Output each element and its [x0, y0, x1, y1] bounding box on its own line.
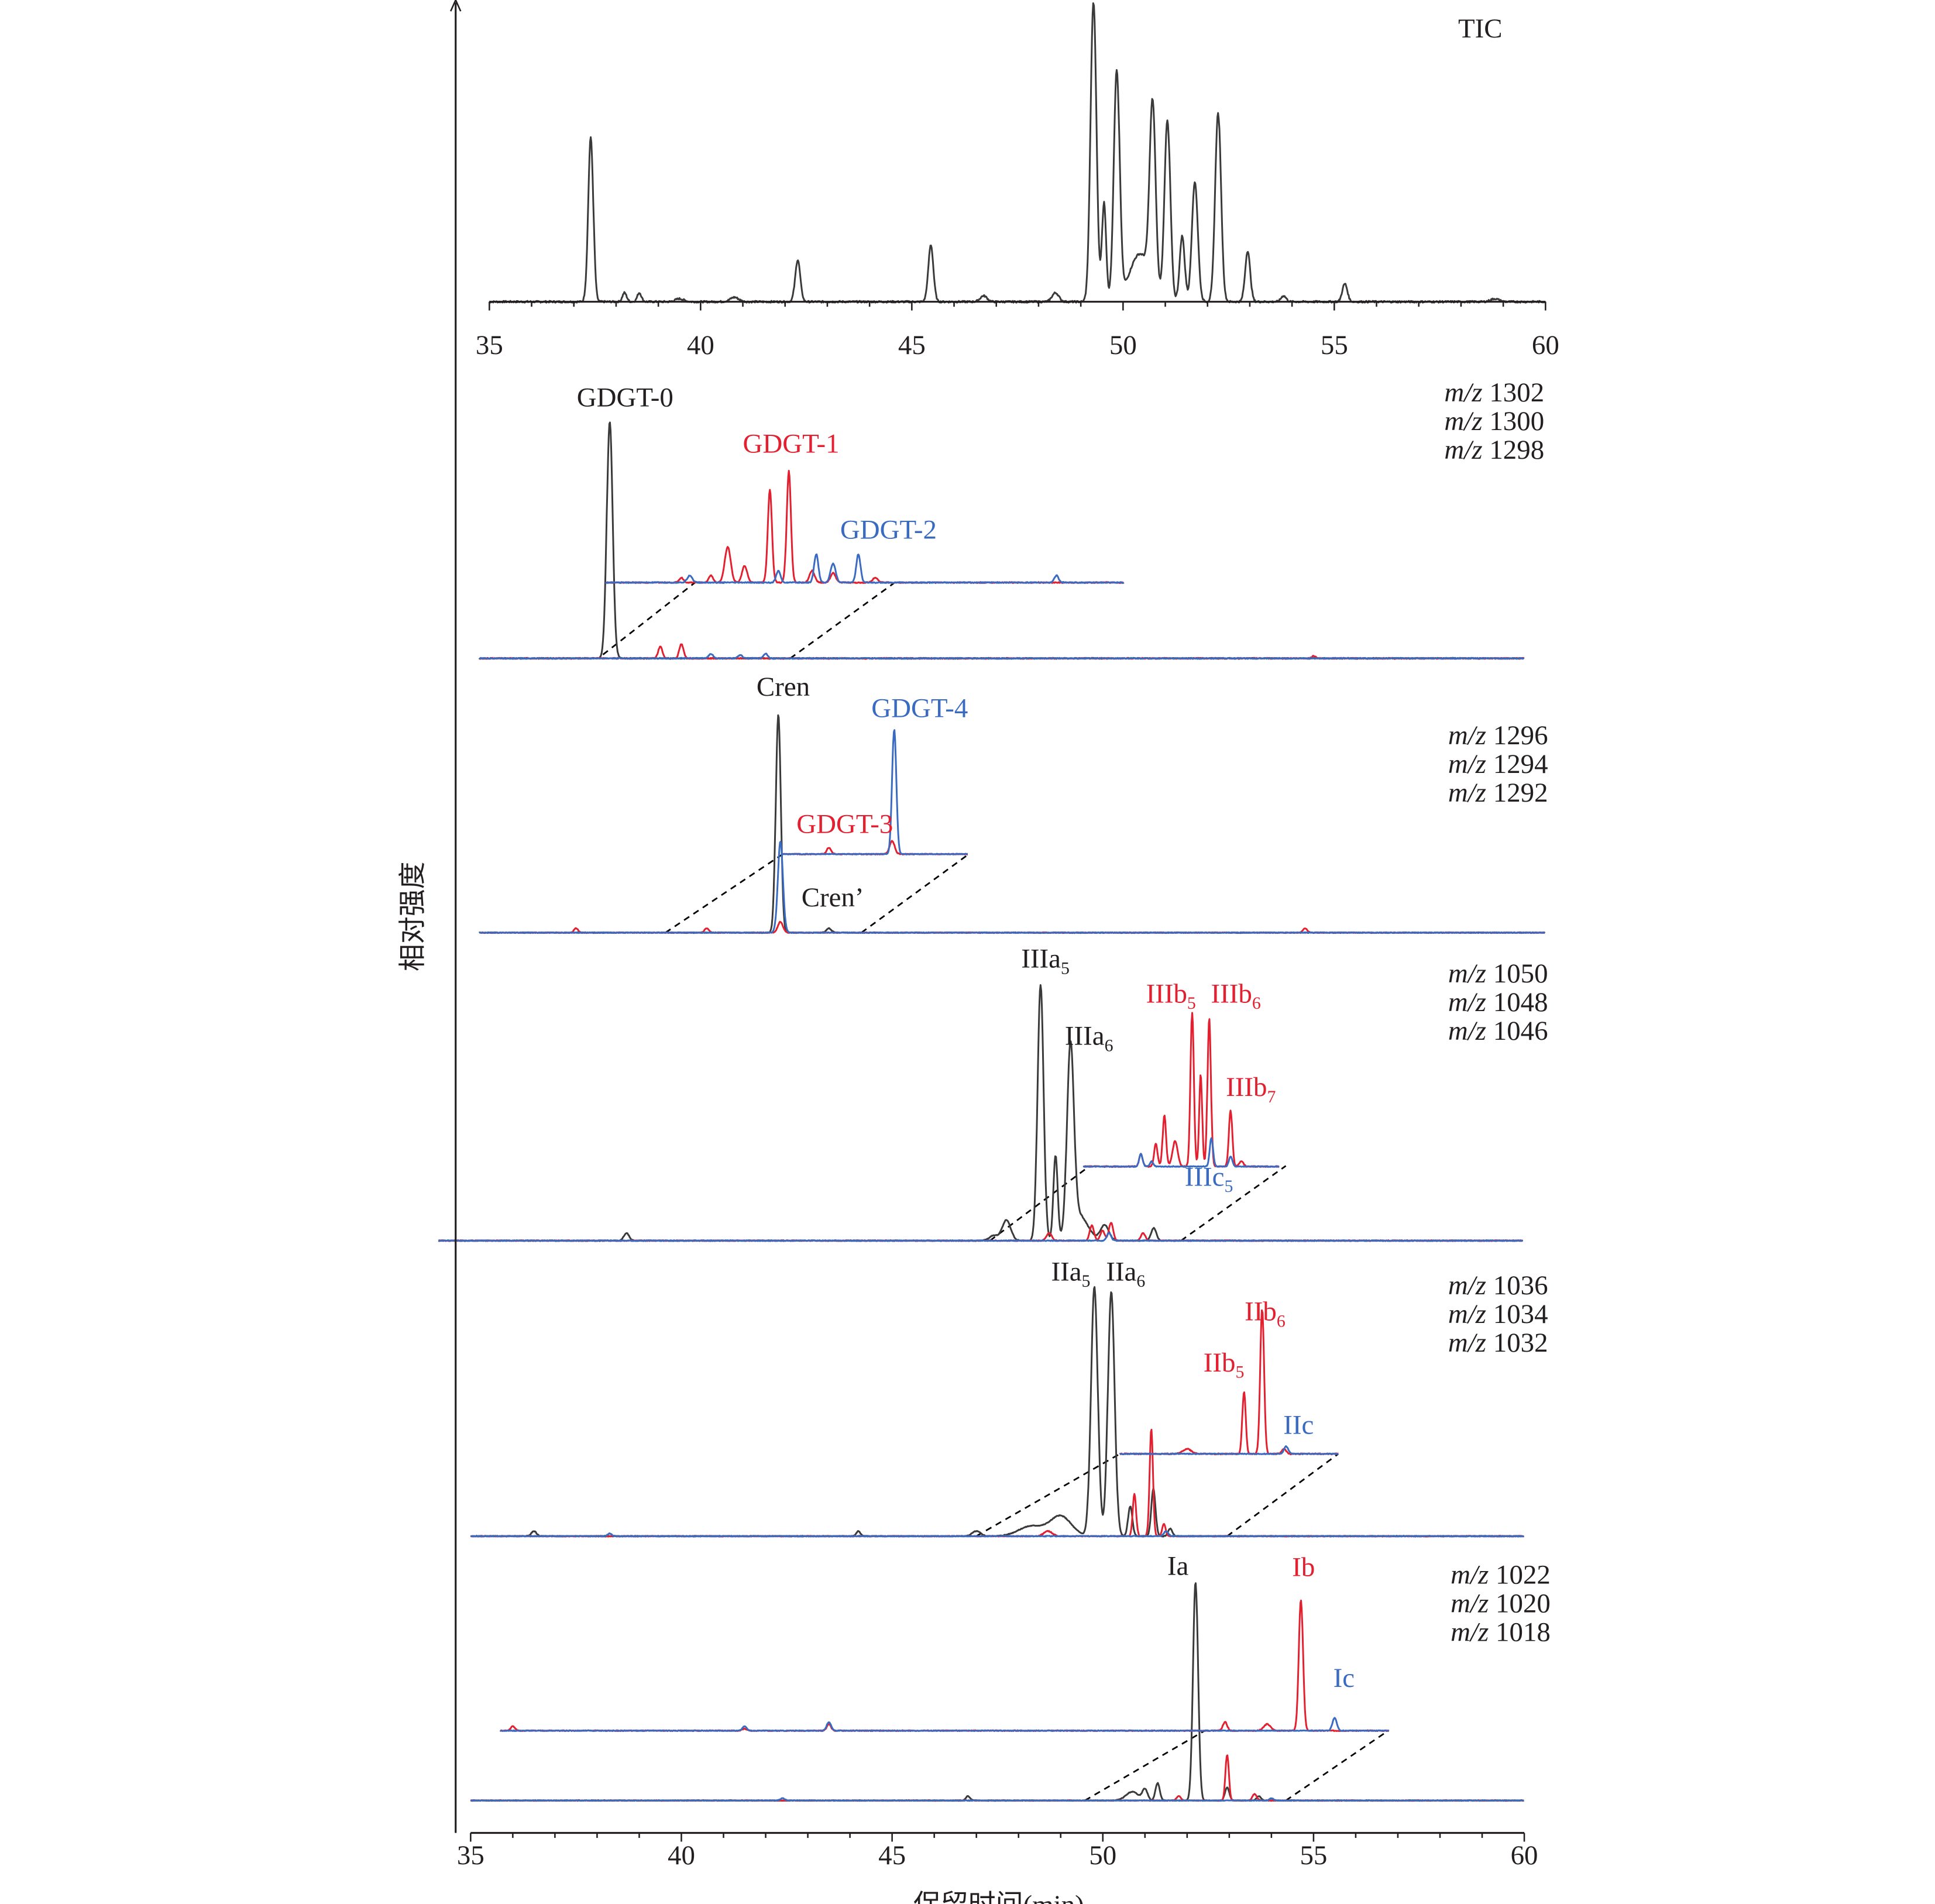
inset-guide-line — [1285, 1730, 1389, 1802]
inset-guide-line — [665, 853, 783, 934]
label-tic: TIC — [1458, 13, 1503, 44]
trace-m-z-1018 — [470, 1797, 1524, 1802]
label-iiib6: IIIb6 — [1211, 978, 1261, 1013]
trace-m-z-1036 — [470, 1286, 1525, 1538]
label-gdgt-4: GDGT-4 — [871, 693, 968, 723]
x-tick-label: 60 — [1532, 330, 1559, 360]
label-cren: Cren — [757, 672, 810, 702]
trace-m-z-1296 — [479, 920, 1546, 934]
inset-guide-line — [861, 853, 970, 934]
trace-m-z-1296-inset- — [782, 840, 968, 855]
panel-brgdgt-iii — [438, 984, 1524, 1242]
label-iic: IIc — [1283, 1410, 1314, 1441]
label-ib: Ib — [1292, 1552, 1315, 1583]
x-tick-label: 40 — [687, 330, 714, 360]
label-ia: Ia — [1167, 1551, 1189, 1581]
label-gdgt-1: GDGT-1 — [743, 429, 839, 459]
x-tick-label: 45 — [878, 1840, 906, 1871]
trace-m-z-1294 — [479, 840, 1545, 934]
mz-legend-gdgt-3-4: m/z 1296 m/z 1294 m/z 1292 — [1448, 720, 1548, 808]
label-iia6: IIa6 — [1106, 1257, 1145, 1291]
inset-guide-line — [602, 582, 696, 655]
svg-text:m/z 1296: m/z 1296 — [1448, 720, 1548, 751]
label-iiib5: IIIb5 — [1146, 978, 1196, 1013]
trace-tic — [489, 2, 1546, 304]
inset-guide-line — [1084, 1730, 1205, 1802]
inset-guide-line — [789, 582, 896, 659]
panel-gdgt-0-2 — [478, 421, 1525, 660]
inset-guide-line — [975, 1453, 1121, 1537]
svg-text:m/z 1050: m/z 1050 — [1448, 958, 1548, 989]
panel-brgdgt-ii — [470, 1286, 1525, 1538]
tic-x-axis: 35 40 45 50 55 60 — [476, 301, 1559, 360]
trace-m-z-1020 — [470, 1754, 1524, 1802]
x-tick-label: 35 — [457, 1840, 484, 1871]
svg-text:m/z 1018: m/z 1018 — [1451, 1617, 1551, 1647]
label-gdgt-2: GDGT-2 — [840, 515, 937, 545]
x-tick-label: 40 — [668, 1840, 695, 1871]
label-iiia6: IIIa6 — [1065, 1021, 1113, 1056]
panel-gdgt-3-4-cren — [479, 714, 1546, 934]
label-iia5: IIa5 — [1051, 1257, 1090, 1291]
svg-text:m/z 1300: m/z 1300 — [1444, 406, 1544, 437]
svg-text:m/z 1292: m/z 1292 — [1448, 778, 1548, 808]
trace-m-z-1046 — [438, 1232, 1524, 1242]
trace-m-z-1298 — [479, 652, 1525, 660]
inset-guide-line — [1226, 1453, 1339, 1537]
trace-m-z-1032-inset- — [1119, 1445, 1339, 1455]
svg-text:m/z 1298: m/z 1298 — [1444, 435, 1544, 465]
mz-legend-brgdgt-ii: m/z 1036 m/z 1034 m/z 1032 — [1448, 1270, 1548, 1358]
svg-text:m/z 1048: m/z 1048 — [1448, 987, 1548, 1018]
label-iiic5: IIIc5 — [1185, 1162, 1233, 1197]
trace-m-z-1292 — [479, 714, 1546, 934]
trace-m-z-1048 — [438, 1222, 1524, 1242]
x-tick-label: 55 — [1300, 1840, 1327, 1871]
trace-m-z-1034 — [470, 1428, 1524, 1538]
trace-m-z-1050 — [438, 984, 1524, 1242]
x-tick-label: 50 — [1109, 330, 1137, 360]
trace-m-z-1298-inset- — [605, 553, 1125, 584]
plot-area: 35 40 45 50 55 60 35 40 45 50 55 60 — [438, 2, 1559, 1871]
x-tick-label: 45 — [898, 330, 926, 360]
x-tick-label: 55 — [1321, 330, 1348, 360]
y-axis-label: 相对强度 — [398, 862, 428, 971]
inset-guide-line — [989, 1165, 1091, 1242]
svg-text:m/z 1022: m/z 1022 — [1451, 1559, 1551, 1590]
label-iiib7: IIIb7 — [1226, 1072, 1276, 1106]
svg-text:m/z 1036: m/z 1036 — [1448, 1270, 1548, 1301]
trace-m-z-1022 — [470, 1582, 1524, 1802]
trace-m-z-1018-inset- — [500, 1717, 1390, 1732]
x-axis-label: 保留时间(min) — [913, 1890, 1084, 1904]
x-axis: 35 40 45 50 55 60 — [457, 1831, 1538, 1871]
svg-text:m/z 1294: m/z 1294 — [1448, 749, 1548, 779]
x-tick-label: 60 — [1511, 1840, 1538, 1871]
x-tick-label: 50 — [1089, 1840, 1116, 1871]
label-iib5: IIb5 — [1204, 1348, 1245, 1382]
mz-legend-brgdgt-iii: m/z 1050 m/z 1048 m/z 1046 — [1448, 958, 1548, 1046]
panel-tic — [489, 2, 1546, 304]
svg-text:m/z 1302: m/z 1302 — [1444, 377, 1544, 408]
label-gdgt-3: GDGT-3 — [796, 809, 893, 840]
mz-legend-gdgt-0-2: m/z 1302 m/z 1300 m/z 1298 — [1444, 377, 1544, 465]
mz-legend-brgdgt-i: m/z 1022 m/z 1020 m/z 1018 — [1451, 1559, 1551, 1647]
label-ic: Ic — [1333, 1663, 1355, 1693]
svg-text:m/z 1046: m/z 1046 — [1448, 1016, 1548, 1046]
svg-text:m/z 1034: m/z 1034 — [1448, 1299, 1548, 1329]
x-tick-label: 35 — [476, 330, 503, 360]
trace-m-z-1294-inset- — [782, 729, 968, 855]
trace-m-z-1302 — [478, 421, 1525, 660]
panel-brgdgt-i — [470, 1582, 1524, 1802]
label-cren-prime: Cren’ — [802, 882, 864, 913]
trace-m-z-1032 — [470, 1530, 1524, 1538]
label-iib6: IIb6 — [1245, 1297, 1286, 1331]
svg-text:m/z 1020: m/z 1020 — [1451, 1588, 1551, 1618]
label-iiia5: IIIa5 — [1021, 944, 1070, 978]
svg-text:m/z 1032: m/z 1032 — [1448, 1328, 1548, 1358]
trace-m-z-1300 — [478, 643, 1525, 660]
y-axis-arrow-icon — [450, 0, 462, 12]
label-gdgt-0: GDGT-0 — [577, 383, 673, 413]
trace-m-z-1046-inset- — [1082, 1137, 1280, 1168]
trace-m-z-1020-inset- — [499, 1599, 1390, 1732]
